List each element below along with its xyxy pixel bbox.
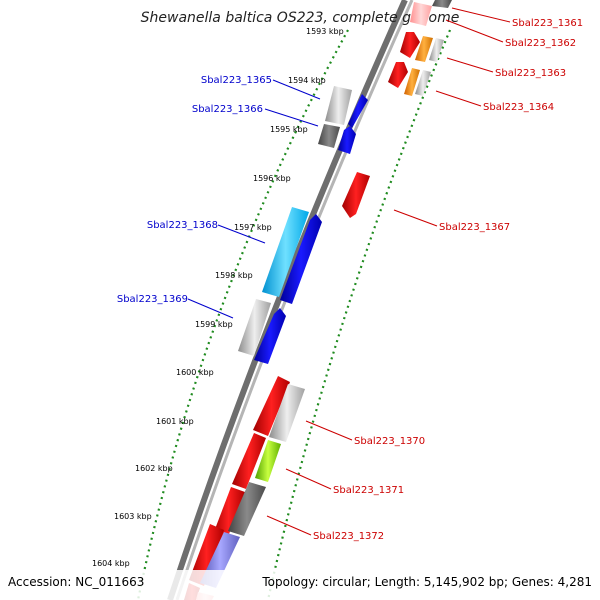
gene-sbal223-1372[interactable] [228,482,266,536]
tick-label: 1595 kbp [270,125,308,134]
gene-sbal223-1367[interactable] [342,172,370,218]
gene-sbal223-1362[interactable] [400,32,420,58]
gene-label-sbal223-1362[interactable]: Sbal223_1362 [505,38,576,49]
gene-sbal223-1368-arrow[interactable] [280,214,322,304]
gene-label-sbal223-1363[interactable]: Sbal223_1363 [495,68,566,79]
tick-label: 1603 kbp [114,512,152,521]
tick-label: 1597 kbp [234,223,272,232]
gene-sbal223-1365[interactable] [325,86,352,125]
gene-sbal223-1370[interactable] [269,384,305,442]
gene-sbal223-1368[interactable] [262,207,309,297]
gene-sbal223-1365-part[interactable] [318,124,340,148]
left-gene-labels: Sbal223_1365 Sbal223_1366 Sbal223_1368 S… [117,75,272,305]
gene-red-inner-1[interactable] [253,376,290,436]
tick-label: 1599 kbp [195,320,233,329]
accession-text: Accession: NC_011663 [8,575,144,589]
gene-sbal223-1365-arrow[interactable] [348,94,368,128]
gene-sbal223-1366[interactable] [338,126,356,154]
gene-red-inner-2[interactable] [232,433,266,489]
gene-label-sbal223-1366[interactable]: Sbal223_1366 [192,104,263,115]
gene-label-sbal223-1365[interactable]: Sbal223_1365 [201,75,272,86]
gene-sbal223-1364-gray[interactable] [415,70,431,96]
gene-label-sbal223-1370[interactable]: Sbal223_1370 [354,436,425,447]
genome-backbone [167,0,414,600]
gene-sbal223-1361-pink[interactable] [410,2,432,26]
tick-label: 1600 kbp [176,368,214,377]
tick-label: 1598 kbp [215,271,253,280]
tick-label: 1593 kbp [306,27,344,36]
gene-label-sbal223-1371[interactable]: Sbal223_1371 [333,485,404,496]
gene-label-sbal223-1369[interactable]: Sbal223_1369 [117,294,188,305]
gene-label-sbal223-1364[interactable]: Sbal223_1364 [483,102,554,113]
leader-lines [187,7,511,536]
outer-track-genes [196,94,368,600]
gene-sbal223-1362-gray[interactable] [429,38,444,62]
right-track-genes [342,0,452,218]
gene-sbal223-1371[interactable] [255,440,281,482]
gene-sbal223-1364[interactable] [404,68,420,96]
gene-label-sbal223-1372[interactable]: Sbal223_1372 [313,531,384,542]
gene-sbal223-1362-orange[interactable] [415,36,433,62]
gene-sbal223-1369[interactable] [238,299,271,356]
gene-sbal223-1363[interactable] [388,62,408,88]
inner-tick-ring [136,29,349,600]
tick-labels: 1593 kbp 1594 kbp 1595 kbp 1596 kbp 1597… [92,27,344,568]
right-gene-labels: Sbal223_1361 Sbal223_1362 Sbal223_1363 S… [313,18,583,542]
gene-label-sbal223-1367[interactable]: Sbal223_1367 [439,222,510,233]
topology-text: Topology: circular; Length: 5,145,902 bp… [261,575,592,589]
gene-label-sbal223-1368[interactable]: Sbal223_1368 [147,220,218,231]
gene-sbal223-1369-arrow[interactable] [254,308,286,364]
genome-title: Shewanella baltica OS223, complete genom… [141,10,460,26]
tick-label: 1604 kbp [92,559,130,568]
tick-label: 1602 kbp [135,464,173,473]
tick-label: 1594 kbp [288,76,326,85]
footer-backdrop [0,570,600,600]
tick-label: 1601 kbp [156,417,194,426]
gene-label-sbal223-1361[interactable]: Sbal223_1361 [512,18,583,29]
tick-label: 1596 kbp [253,174,291,183]
gene-sbal223-1361[interactable] [432,0,452,8]
gene-red-inner-3[interactable] [212,487,245,542]
outer-tick-ring [266,29,452,600]
